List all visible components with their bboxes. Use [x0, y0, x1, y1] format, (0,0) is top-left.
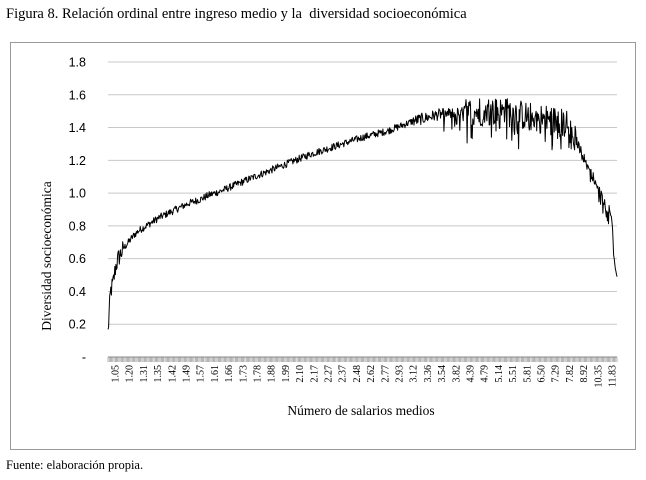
- x-tick-label: 10.35: [593, 365, 604, 388]
- x-tick-label: 2.77: [380, 365, 391, 383]
- x-tick-label: 4.39: [466, 365, 477, 383]
- y-tick-label: -: [82, 351, 86, 365]
- x-tick-label: 2.62: [366, 365, 377, 383]
- x-tick-label: 3.82: [451, 365, 462, 383]
- x-tick-label: 2.27: [324, 365, 335, 383]
- x-tick-label: 2.48: [352, 365, 363, 383]
- x-tick-label: 1.99: [281, 365, 292, 383]
- source-note: Fuente: elaboración propia.: [6, 458, 144, 472]
- x-tick-label: 11.83: [608, 365, 619, 387]
- chart-frame: -0.2 0.4 0.6 0.8 1.0 1.2 1.4 1.6 1.8 1.05 1.20 1.3…: [10, 42, 636, 450]
- y-tick-label: 0.4: [69, 285, 86, 299]
- y-tick-label: 1.2: [69, 154, 86, 168]
- x-tick-label: 2.10: [295, 365, 306, 383]
- x-tick-label: 1.88: [267, 365, 278, 383]
- x-tick-label: 4.79: [480, 365, 491, 383]
- y-tick-label: 0.8: [69, 219, 86, 233]
- x-tick-label: 2.17: [309, 365, 320, 383]
- x-tick-label: 1.57: [196, 365, 207, 383]
- x-tick-label: 8.92: [579, 365, 590, 383]
- x-tick-label: 3.12: [409, 365, 420, 383]
- x-tick-label: 7.29: [551, 365, 562, 383]
- x-tick-label: 1.73: [238, 365, 249, 383]
- x-tick-label: 5.14: [494, 365, 505, 383]
- x-tick-label: 2.93: [395, 365, 406, 383]
- y-tick-label: 1.0: [69, 187, 86, 201]
- x-tick-label: 6.50: [537, 365, 548, 383]
- x-tick-label: 1.61: [210, 365, 221, 383]
- x-tick-label: 5.51: [508, 365, 519, 383]
- y-tick-label: 1.6: [69, 88, 86, 102]
- x-tick-label: 1.35: [153, 365, 164, 383]
- y-tick-label: 0.2: [69, 318, 86, 332]
- x-tick-label: 1.05: [111, 365, 122, 383]
- y-tick-label: 0.6: [69, 252, 86, 266]
- x-tick-label: 1.42: [167, 365, 178, 383]
- x-tick-label: 5.81: [522, 365, 533, 383]
- line-chart: -0.20.40.60.81.01.21.41.61.8 1.05 1.20 1.3…: [39, 56, 619, 419]
- x-tick-label: 7.82: [565, 365, 576, 383]
- x-minor-ticks: [107, 357, 618, 362]
- series-line-0: [107, 98, 618, 330]
- x-tick-label: 2.37: [338, 365, 349, 383]
- x-tick-label: 3.36: [423, 365, 434, 383]
- x-tick-label: 1.49: [182, 365, 193, 383]
- y-tick-label: 1.8: [69, 56, 86, 70]
- x-tick-label: 1.66: [224, 365, 235, 383]
- y-axis-label: Diversidad socioeconómica: [39, 181, 54, 331]
- y-tick-label: 1.4: [69, 121, 86, 135]
- x-tick-label: 3.54: [437, 365, 448, 383]
- x-tick-label: 1.20: [125, 365, 136, 383]
- x-tick-label: 1.78: [253, 365, 264, 383]
- figure-title: Figura 8. Relación ordinal entre ingreso…: [6, 6, 467, 22]
- x-tick-label: 1.31: [139, 365, 150, 383]
- x-axis-label: Número de salarios medios: [287, 403, 434, 418]
